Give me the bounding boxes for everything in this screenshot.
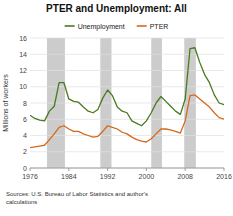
- x-tick-label: 2000: [139, 173, 155, 180]
- x-tick: [68, 168, 69, 171]
- grid-line: [30, 103, 224, 104]
- x-tick-label: 2016: [216, 173, 232, 180]
- y-axis-label: Millions of workers: [2, 74, 9, 132]
- chart: PTER and Unemployment: All 0 2 4 6 8 10 12 14 16 1…: [0, 0, 233, 216]
- x-tick-label: 1976: [22, 173, 38, 180]
- y-tick-label: 8: [23, 100, 27, 107]
- y-tick-label: 0: [23, 165, 27, 172]
- x-tick: [146, 168, 147, 171]
- grid-line: [30, 70, 224, 71]
- series-line: [30, 95, 224, 148]
- legend-swatch: [65, 25, 75, 27]
- x-tick-label: 2008: [177, 173, 193, 180]
- grid-line: [30, 119, 224, 120]
- grid-line: [30, 54, 224, 55]
- y-tick-label: 2: [23, 148, 27, 155]
- grid-line: [30, 168, 224, 169]
- grid-line: [30, 86, 224, 87]
- y-tick-label: 12: [19, 67, 27, 74]
- legend-label: PTER: [150, 23, 169, 30]
- x-tick-label: 1984: [61, 173, 77, 180]
- x-axis: [30, 168, 224, 169]
- legend: Unemployment PTER: [65, 23, 169, 31]
- y-tick-label: 14: [19, 51, 27, 58]
- legend-item: PTER: [137, 23, 169, 30]
- legend-swatch: [137, 25, 147, 27]
- grid-line: [30, 38, 224, 39]
- grid-line: [30, 151, 224, 152]
- legend-item: Unemployment: [65, 23, 125, 31]
- grid-line: [30, 135, 224, 136]
- y-tick-label: 6: [23, 116, 27, 123]
- source-line: calculations: [6, 199, 37, 205]
- source-note: Sources: U.S. Bureau of Labor Statistics…: [6, 191, 148, 205]
- y-tick-label: 10: [19, 83, 27, 90]
- x-tick: [107, 168, 108, 171]
- x-tick-label: 1992: [100, 173, 116, 180]
- y-tick-label: 4: [23, 132, 27, 139]
- y-tick-label: 16: [19, 35, 27, 42]
- x-tick: [30, 168, 31, 171]
- lines: [30, 48, 224, 148]
- legend-label: Unemployment: [78, 23, 125, 31]
- title: PTER and Unemployment: All: [46, 3, 187, 14]
- x-tick: [185, 168, 186, 171]
- source-line: Sources: U.S. Bureau of Labor Statistics…: [6, 191, 148, 197]
- x-tick: [224, 168, 225, 171]
- series-line: [30, 48, 224, 126]
